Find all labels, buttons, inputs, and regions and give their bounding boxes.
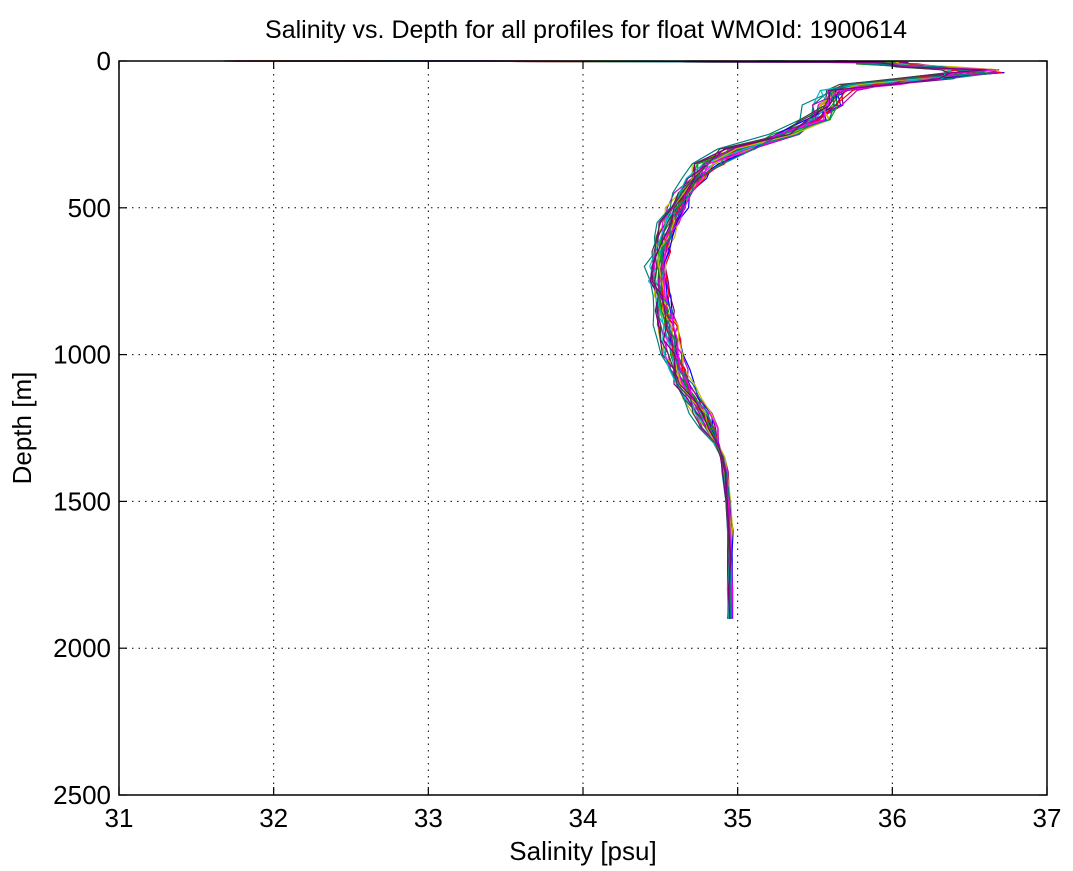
axis-ticks: 31 32 33 34 35 36 37 0 500 1000 1500 2000 2500 [53, 46, 1061, 833]
y-tick-label: 1500 [53, 486, 111, 516]
x-tick-label: 33 [414, 803, 443, 833]
x-tick-label: 35 [723, 803, 752, 833]
y-tick-label: 0 [97, 46, 111, 76]
x-tick-label: 37 [1033, 803, 1062, 833]
y-tick-label: 2500 [53, 780, 111, 810]
profile-line [518, 60, 987, 619]
x-axis-label: Salinity [psu] [509, 836, 656, 866]
x-tick-label: 36 [878, 803, 907, 833]
profile-line [653, 60, 950, 619]
y-tick-label: 2000 [53, 633, 111, 663]
x-tick-label: 34 [569, 803, 598, 833]
y-axis-label: Depth [m] [7, 372, 37, 485]
chart-title: Salinity vs. Depth for all profiles for … [265, 16, 907, 44]
profile-lines [223, 60, 1005, 619]
y-tick-label: 500 [68, 193, 111, 223]
y-tick-label: 1000 [53, 340, 111, 370]
grid-lines [119, 61, 1047, 795]
x-tick-label: 31 [105, 803, 134, 833]
x-tick-label: 32 [259, 803, 288, 833]
